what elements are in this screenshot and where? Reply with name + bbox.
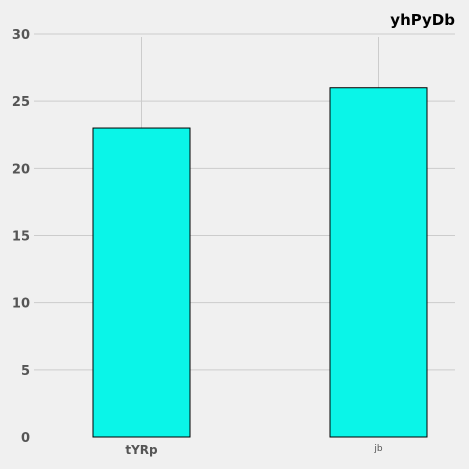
y-tick-label-10: 10 xyxy=(12,297,30,312)
chart-title: yhPyDb xyxy=(390,11,455,29)
x-tick-label-jb: jb xyxy=(373,444,383,454)
bar-jb xyxy=(329,87,428,438)
y-tick-label-0: 0 xyxy=(21,431,30,446)
y-tick-label-20: 20 xyxy=(12,162,30,177)
y-tick-label-15: 15 xyxy=(12,230,30,245)
bar-tYRp xyxy=(92,127,191,438)
bars xyxy=(92,87,428,438)
x-tick-labels: tYRp jb xyxy=(125,443,383,457)
x-tick-label-tYRp: tYRp xyxy=(125,443,158,457)
y-tick-label-5: 5 xyxy=(21,364,30,379)
y-tick-label-30: 30 xyxy=(12,28,30,43)
y-tick-label-25: 25 xyxy=(12,95,30,110)
y-tick-labels: 0 5 10 15 20 25 30 xyxy=(12,28,30,446)
